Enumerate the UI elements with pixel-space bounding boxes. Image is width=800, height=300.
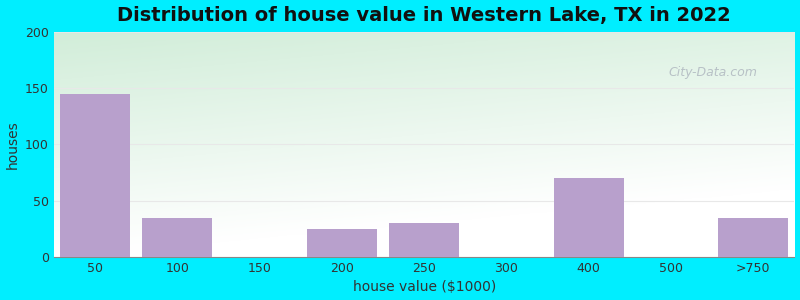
X-axis label: house value ($1000): house value ($1000) <box>353 280 496 294</box>
Y-axis label: houses: houses <box>6 120 19 169</box>
Text: City-Data.com: City-Data.com <box>669 66 758 79</box>
Bar <box>60 94 130 257</box>
Bar <box>307 229 377 257</box>
Bar <box>554 178 624 257</box>
Title: Distribution of house value in Western Lake, TX in 2022: Distribution of house value in Western L… <box>118 6 731 25</box>
Bar <box>389 223 459 257</box>
Bar <box>718 218 788 257</box>
Bar <box>142 218 212 257</box>
